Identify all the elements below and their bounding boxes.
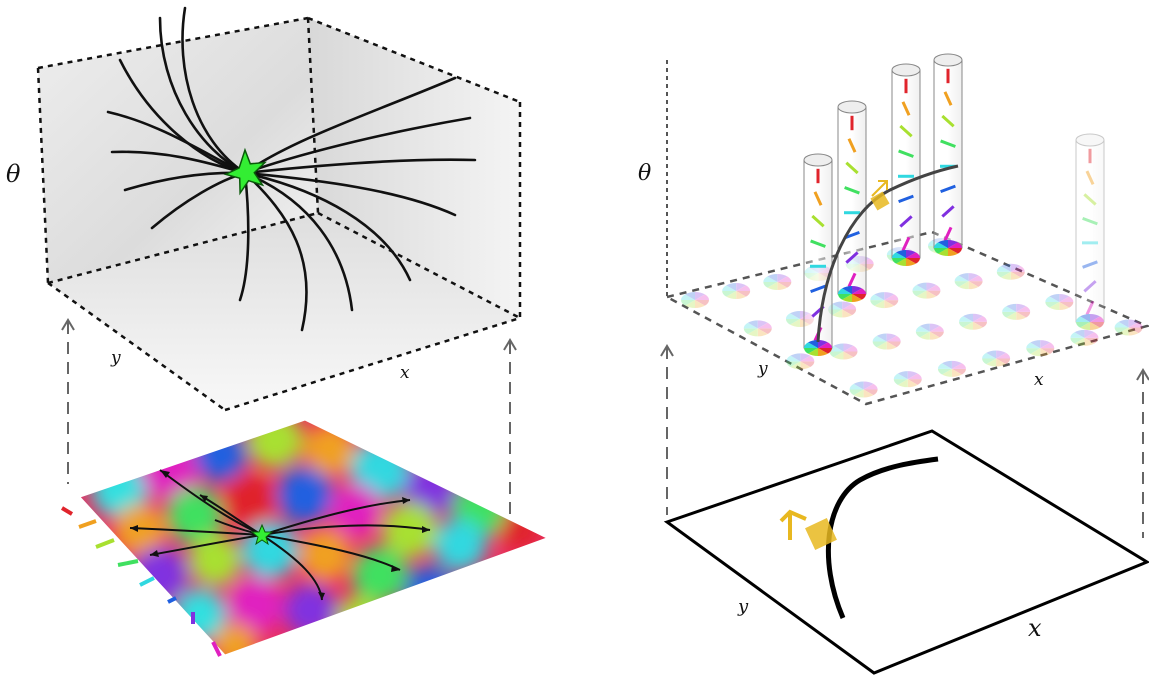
axis-label-x: x [1028,614,1042,642]
orientation-map [79,419,549,656]
highlight-patch [870,191,890,211]
axis-label-y: y [757,359,768,379]
color-disc [892,250,920,266]
orientation-column [837,100,867,302]
orientation-column [891,63,921,266]
color-disc [996,263,1025,280]
axis-label-y: y [737,596,749,617]
color-disc [959,313,987,330]
orientation-column [803,153,833,356]
orientation-legend [60,506,222,657]
color-disc [722,283,751,299]
arrow-icon [779,509,807,540]
color-disc [849,381,878,398]
color-disc [1002,303,1031,320]
star-icon [250,523,274,546]
color-disc [743,320,772,337]
color-disc [870,292,899,309]
color-disc [786,353,815,370]
axis-label-theta: θ [638,161,651,186]
color-disc [1045,294,1074,310]
projection-arrows [61,318,517,524]
axis-label-x: x [400,363,410,383]
arrow-icon [871,180,888,197]
color-disc [763,274,792,290]
color-disc [1114,319,1143,336]
color-disc [829,343,858,360]
axis-label-y: y [110,348,121,368]
color-disc [893,371,922,388]
color-disc [838,286,866,302]
color-disc [934,240,962,256]
orientation-columns [803,53,1105,356]
orientation-column [1075,133,1105,330]
color-disc [912,282,941,299]
axis-label-x: x [1034,370,1044,390]
image-plane [663,429,1149,675]
axis-label-theta: θ [6,160,21,188]
color-disc [915,323,944,340]
side-wall [308,18,520,318]
highlight-patch [805,518,837,550]
right-panel: θ y x y x [638,53,1149,675]
color-disc [937,360,966,377]
left-panel: θ y x [6,6,549,657]
floor-plane [663,230,1149,406]
color-disc [1070,329,1099,346]
color-disc [681,292,709,308]
projection-arrows [660,344,1149,538]
color-disc [804,340,832,356]
box-edges [36,16,522,412]
color-disc [1076,314,1104,330]
color-disc [954,273,983,290]
image-contour [825,456,939,619]
orientation-column [933,53,963,256]
star-icon [223,147,267,196]
color-disc [1026,340,1055,357]
floor-plane [48,213,520,410]
color-disc [982,350,1011,367]
color-disc [872,333,901,350]
